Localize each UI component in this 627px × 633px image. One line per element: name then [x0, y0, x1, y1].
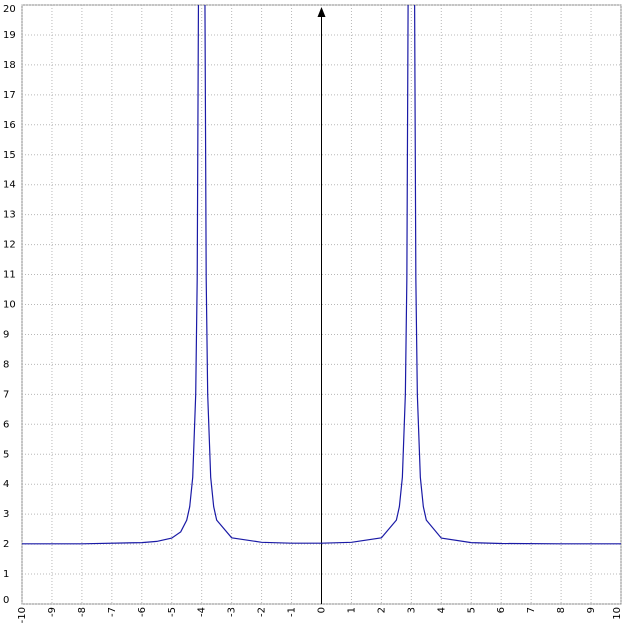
x-tick-label: -6	[137, 607, 148, 617]
y-tick-label: 13	[3, 210, 16, 221]
x-tick-label: -2	[257, 607, 268, 617]
x-tick-label: 2	[376, 607, 387, 613]
x-tick-label: 0	[317, 607, 328, 613]
x-tick-label: 4	[436, 607, 447, 613]
y-tick-label: 10	[3, 300, 16, 311]
y-tick-label: 15	[3, 150, 16, 161]
x-tick-label: 10	[612, 607, 623, 620]
x-tick-label: 8	[556, 607, 567, 613]
x-tick-label: -1	[287, 607, 298, 617]
y-tick-label: 0	[3, 595, 9, 606]
x-tick-label: 7	[526, 607, 537, 613]
y-axis-arrow	[317, 7, 326, 17]
x-tick-label: -5	[167, 607, 178, 617]
plot-clip	[22, 5, 621, 545]
x-tick-label: 1	[346, 607, 357, 613]
y-tick-label: 9	[3, 329, 9, 340]
x-tick-label: -3	[227, 607, 238, 617]
y-tick-label: 18	[3, 60, 16, 71]
y-tick-label: 1	[3, 569, 9, 580]
line	[22, 5, 621, 545]
x-tick-label: -4	[197, 607, 208, 617]
y-tick-label: 14	[3, 180, 16, 191]
x-tick-label: 3	[406, 607, 417, 613]
y-tick-label: 2	[3, 539, 9, 550]
y-tick-label: 6	[3, 419, 9, 430]
y-tick-label: 12	[3, 240, 16, 251]
y-tick-label: 19	[3, 30, 16, 41]
y-tick-label: 5	[3, 449, 9, 460]
y-tick-label: 8	[3, 359, 9, 370]
y-tick-label: 20	[3, 4, 16, 15]
y-tick-label: 11	[3, 270, 16, 281]
x-tick-label: -7	[107, 607, 118, 617]
y-tick-label: 7	[3, 389, 9, 400]
x-tick-label: 5	[466, 607, 477, 613]
x-tick-label: -10	[17, 607, 28, 623]
x-tick-label: -8	[77, 607, 88, 617]
x-tick-label: 6	[496, 607, 507, 613]
y-tick-label: 3	[3, 509, 9, 520]
y-tick-label: 17	[3, 90, 16, 101]
x-tick-label: 9	[586, 607, 597, 613]
y-tick-label: 16	[3, 120, 16, 131]
x-tick-label: -9	[47, 607, 58, 617]
y-tick-label: 4	[3, 479, 9, 490]
